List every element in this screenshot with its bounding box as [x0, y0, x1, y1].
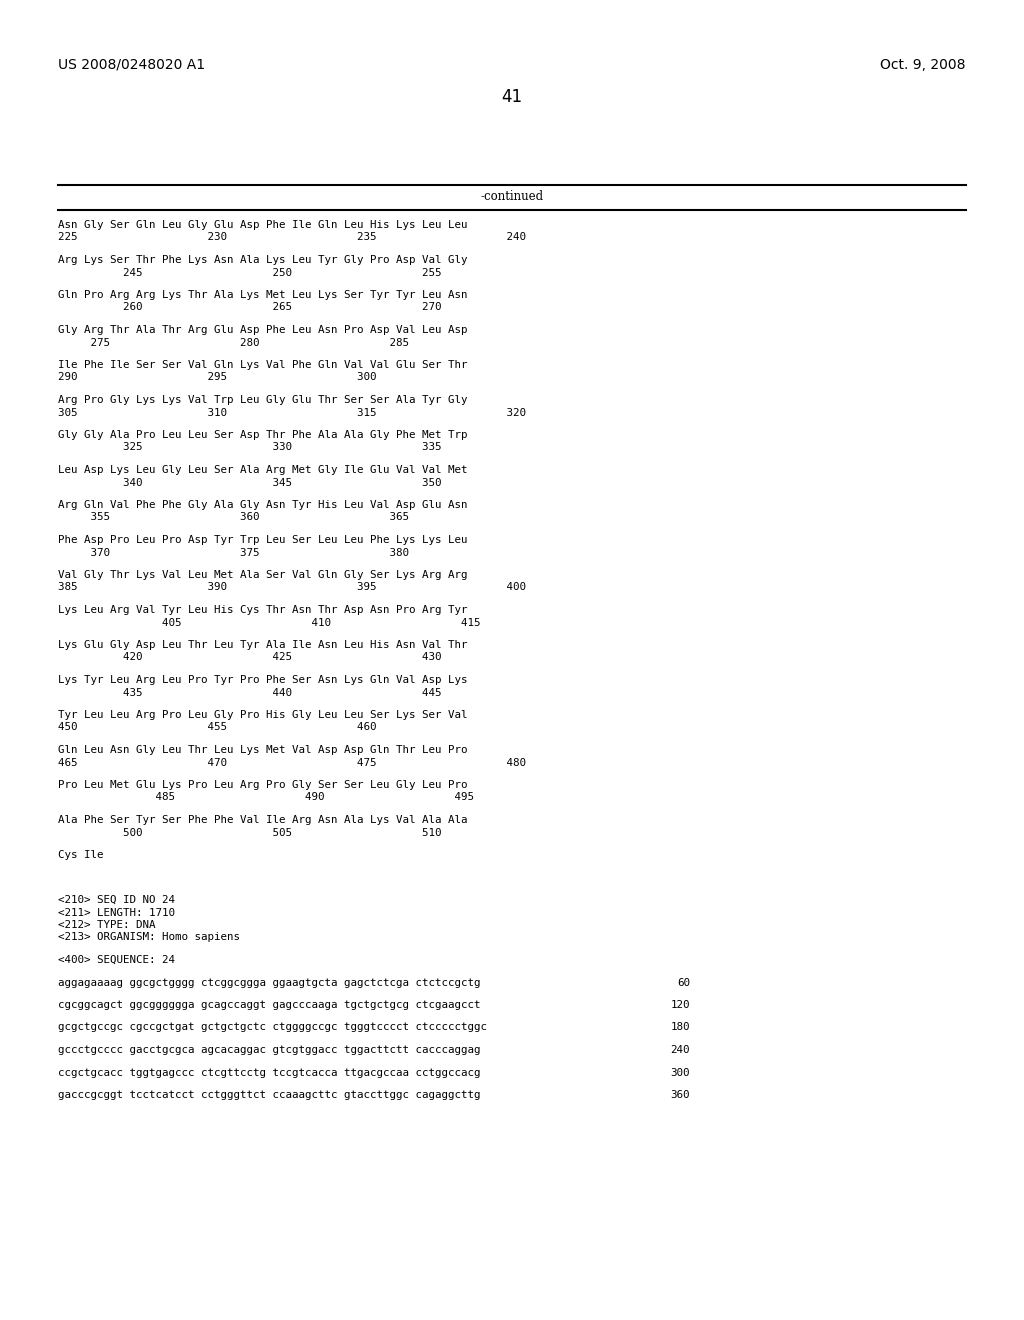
- Text: 290                    295                    300: 290 295 300: [58, 372, 377, 383]
- Text: aggagaaaag ggcgctgggg ctcggcggga ggaagtgcta gagctctcga ctctccgctg: aggagaaaag ggcgctgggg ctcggcggga ggaagtg…: [58, 978, 480, 987]
- Text: US 2008/0248020 A1: US 2008/0248020 A1: [58, 58, 205, 73]
- Text: Gln Leu Asn Gly Leu Thr Leu Lys Met Val Asp Asp Gln Thr Leu Pro: Gln Leu Asn Gly Leu Thr Leu Lys Met Val …: [58, 744, 468, 755]
- Text: Pro Leu Met Glu Lys Pro Leu Arg Pro Gly Ser Ser Leu Gly Leu Pro: Pro Leu Met Glu Lys Pro Leu Arg Pro Gly …: [58, 780, 468, 789]
- Text: 360: 360: [671, 1090, 690, 1100]
- Text: ccgctgcacc tggtgagccc ctcgttcctg tccgtcacca ttgacgccaa cctggccacg: ccgctgcacc tggtgagccc ctcgttcctg tccgtca…: [58, 1068, 480, 1077]
- Text: <213> ORGANISM: Homo sapiens: <213> ORGANISM: Homo sapiens: [58, 932, 240, 942]
- Text: Leu Asp Lys Leu Gly Leu Ser Ala Arg Met Gly Ile Glu Val Val Met: Leu Asp Lys Leu Gly Leu Ser Ala Arg Met …: [58, 465, 468, 475]
- Text: 370                    375                    380: 370 375 380: [58, 548, 409, 557]
- Text: Tyr Leu Leu Arg Pro Leu Gly Pro His Gly Leu Leu Ser Lys Ser Val: Tyr Leu Leu Arg Pro Leu Gly Pro His Gly …: [58, 710, 468, 719]
- Text: <212> TYPE: DNA: <212> TYPE: DNA: [58, 920, 156, 931]
- Text: 465                    470                    475                    480: 465 470 475 480: [58, 758, 526, 767]
- Text: 41: 41: [502, 88, 522, 106]
- Text: Asn Gly Ser Gln Leu Gly Glu Asp Phe Ile Gln Leu His Lys Leu Leu: Asn Gly Ser Gln Leu Gly Glu Asp Phe Ile …: [58, 220, 468, 230]
- Text: 275                    280                    285: 275 280 285: [58, 338, 409, 347]
- Text: 500                    505                    510: 500 505 510: [58, 828, 441, 837]
- Text: 485                    490                    495: 485 490 495: [58, 792, 474, 803]
- Text: 420                    425                    430: 420 425 430: [58, 652, 441, 663]
- Text: 340                    345                    350: 340 345 350: [58, 478, 441, 487]
- Text: <211> LENGTH: 1710: <211> LENGTH: 1710: [58, 908, 175, 917]
- Text: gcgctgccgc cgccgctgat gctgctgctc ctggggccgc tgggtcccct ctccccctggc: gcgctgccgc cgccgctgat gctgctgctc ctggggc…: [58, 1023, 487, 1032]
- Text: Lys Glu Gly Asp Leu Thr Leu Tyr Ala Ile Asn Leu His Asn Val Thr: Lys Glu Gly Asp Leu Thr Leu Tyr Ala Ile …: [58, 640, 468, 649]
- Text: Arg Gln Val Phe Phe Gly Ala Gly Asn Tyr His Leu Val Asp Glu Asn: Arg Gln Val Phe Phe Gly Ala Gly Asn Tyr …: [58, 500, 468, 510]
- Text: 260                    265                    270: 260 265 270: [58, 302, 441, 313]
- Text: Arg Lys Ser Thr Phe Lys Asn Ala Lys Leu Tyr Gly Pro Asp Val Gly: Arg Lys Ser Thr Phe Lys Asn Ala Lys Leu …: [58, 255, 468, 265]
- Text: 180: 180: [671, 1023, 690, 1032]
- Text: Lys Leu Arg Val Tyr Leu His Cys Thr Asn Thr Asp Asn Pro Arg Tyr: Lys Leu Arg Val Tyr Leu His Cys Thr Asn …: [58, 605, 468, 615]
- Text: 405                    410                    415: 405 410 415: [58, 618, 480, 627]
- Text: 325                    330                    335: 325 330 335: [58, 442, 441, 453]
- Text: 225                    230                    235                    240: 225 230 235 240: [58, 232, 526, 243]
- Text: cgcggcagct ggcgggggga gcagccaggt gagcccaaga tgctgctgcg ctcgaagcct: cgcggcagct ggcgggggga gcagccaggt gagccca…: [58, 1001, 480, 1010]
- Text: 385                    390                    395                    400: 385 390 395 400: [58, 582, 526, 593]
- Text: Lys Tyr Leu Arg Leu Pro Tyr Pro Phe Ser Asn Lys Gln Val Asp Lys: Lys Tyr Leu Arg Leu Pro Tyr Pro Phe Ser …: [58, 675, 468, 685]
- Text: Ala Phe Ser Tyr Ser Phe Phe Val Ile Arg Asn Ala Lys Val Ala Ala: Ala Phe Ser Tyr Ser Phe Phe Val Ile Arg …: [58, 814, 468, 825]
- Text: 450                    455                    460: 450 455 460: [58, 722, 377, 733]
- Text: 300: 300: [671, 1068, 690, 1077]
- Text: <210> SEQ ID NO 24: <210> SEQ ID NO 24: [58, 895, 175, 906]
- Text: Val Gly Thr Lys Val Leu Met Ala Ser Val Gln Gly Ser Lys Arg Arg: Val Gly Thr Lys Val Leu Met Ala Ser Val …: [58, 570, 468, 579]
- Text: 240: 240: [671, 1045, 690, 1055]
- Text: Phe Asp Pro Leu Pro Asp Tyr Trp Leu Ser Leu Leu Phe Lys Lys Leu: Phe Asp Pro Leu Pro Asp Tyr Trp Leu Ser …: [58, 535, 468, 545]
- Text: gccctgcccc gacctgcgca agcacaggac gtcgtggacc tggacttctt cacccaggag: gccctgcccc gacctgcgca agcacaggac gtcgtgg…: [58, 1045, 480, 1055]
- Text: Cys Ile: Cys Ile: [58, 850, 103, 861]
- Text: <400> SEQUENCE: 24: <400> SEQUENCE: 24: [58, 954, 175, 965]
- Text: gacccgcggt tcctcatcct cctgggttct ccaaagcttc gtaccttggc cagaggcttg: gacccgcggt tcctcatcct cctgggttct ccaaagc…: [58, 1090, 480, 1100]
- Text: Arg Pro Gly Lys Lys Val Trp Leu Gly Glu Thr Ser Ser Ala Tyr Gly: Arg Pro Gly Lys Lys Val Trp Leu Gly Glu …: [58, 395, 468, 405]
- Text: 120: 120: [671, 1001, 690, 1010]
- Text: Oct. 9, 2008: Oct. 9, 2008: [881, 58, 966, 73]
- Text: Gly Gly Ala Pro Leu Leu Ser Asp Thr Phe Ala Ala Gly Phe Met Trp: Gly Gly Ala Pro Leu Leu Ser Asp Thr Phe …: [58, 430, 468, 440]
- Text: -continued: -continued: [480, 190, 544, 203]
- Text: Gln Pro Arg Arg Lys Thr Ala Lys Met Leu Lys Ser Tyr Tyr Leu Asn: Gln Pro Arg Arg Lys Thr Ala Lys Met Leu …: [58, 290, 468, 300]
- Text: 305                    310                    315                    320: 305 310 315 320: [58, 408, 526, 417]
- Text: 245                    250                    255: 245 250 255: [58, 268, 441, 277]
- Text: 355                    360                    365: 355 360 365: [58, 512, 409, 523]
- Text: 60: 60: [677, 978, 690, 987]
- Text: Gly Arg Thr Ala Thr Arg Glu Asp Phe Leu Asn Pro Asp Val Leu Asp: Gly Arg Thr Ala Thr Arg Glu Asp Phe Leu …: [58, 325, 468, 335]
- Text: 435                    440                    445: 435 440 445: [58, 688, 441, 697]
- Text: Ile Phe Ile Ser Ser Val Gln Lys Val Phe Gln Val Val Glu Ser Thr: Ile Phe Ile Ser Ser Val Gln Lys Val Phe …: [58, 360, 468, 370]
